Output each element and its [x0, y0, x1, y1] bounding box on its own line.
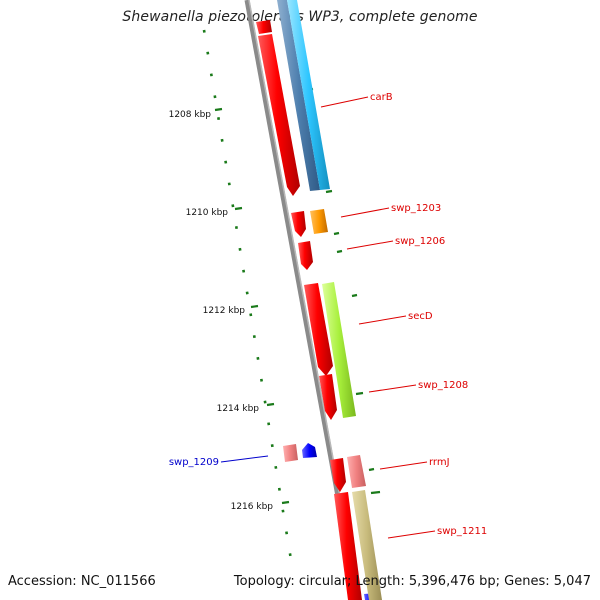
major-tick [266, 402, 275, 407]
gene-secD-red [304, 283, 333, 376]
scale-label: 1216 kbp [231, 502, 274, 512]
scale-labels: 1208 kbp 1210 kbp 1212 kbp 1214 kbp 1216… [169, 110, 274, 512]
major-tick [250, 304, 259, 309]
major-tick [234, 206, 243, 211]
scale-label: 1214 kbp [217, 404, 260, 414]
gene-red [256, 20, 272, 34]
leader-swp-1211 [387, 530, 436, 539]
gene-label-swp-1208: swp_1208 [418, 380, 468, 391]
label-leaders [220, 96, 436, 539]
gene-swp-1209 [283, 444, 298, 462]
scale-label: 1212 kbp [203, 306, 246, 316]
minor-ticks [306, 87, 381, 495]
gene-label-swp-1206: swp_1206 [395, 236, 445, 247]
leader-secD [358, 315, 407, 325]
major-tick [214, 107, 223, 112]
forward-strand-genes [256, 0, 382, 600]
gene-swp-1206 [298, 241, 313, 270]
gene-label-swp-1211: swp_1211 [437, 526, 487, 537]
gene-swp-1208 [319, 374, 337, 420]
gene-rrmJ-pink [347, 455, 366, 488]
leader-rrmJ [379, 461, 428, 470]
gene-secD-lime [322, 282, 356, 418]
gene-label-carB: carB [370, 92, 393, 103]
leader-carB [320, 96, 369, 108]
leader-swp-1208 [368, 384, 417, 393]
leader-swp-1209 [220, 455, 269, 463]
genome-summary-text: Topology: circular; Length: 5,396,476 bp… [233, 574, 591, 589]
gene-carB-steel [277, 0, 320, 191]
gene-labels: carB swp_1203 swp_1206 secD swp_1208 swp… [169, 92, 487, 537]
accession-text: Accession: NC_011566 [8, 574, 156, 589]
gene-carB-cyan [287, 0, 330, 190]
gene-label-secD: secD [408, 311, 433, 322]
gene-label-swp-1209: swp_1209 [169, 457, 219, 468]
gene-swp-1203-red [291, 211, 306, 237]
scale-label: 1208 kbp [169, 110, 212, 120]
major-tick [281, 500, 290, 505]
gene-swp-1209-blue-arrow [302, 443, 317, 458]
gene-label-rrmJ: rrmJ [429, 457, 450, 468]
leader-swp-1206 [346, 240, 394, 250]
gene-carB-red [258, 34, 300, 196]
scale-label: 1210 kbp [186, 208, 229, 218]
gene-swp-1203-orange [310, 209, 328, 234]
gene-swp-1211-olive [352, 490, 382, 600]
gene-label-swp-1203: swp_1203 [391, 203, 441, 214]
gene-swp-1211-red [334, 492, 362, 600]
leader-swp-1203 [340, 207, 390, 218]
major-ticks [214, 107, 290, 505]
gene-rrmJ-red [330, 458, 346, 492]
